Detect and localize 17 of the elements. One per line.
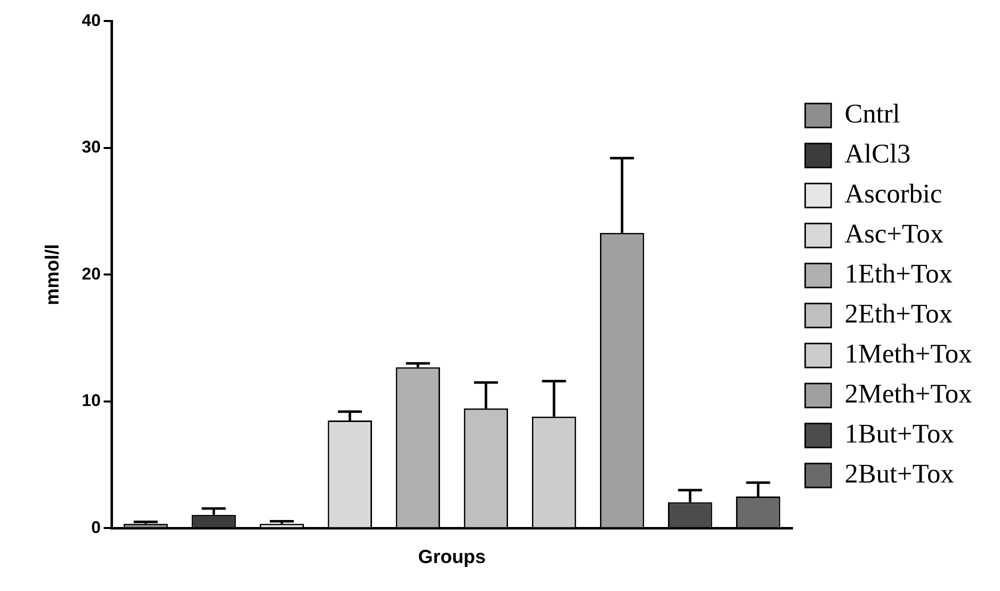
y-axis-title: mmol/l (42, 244, 64, 306)
legend-label: 2But+Tox (844, 458, 955, 489)
legend-label: Asc+Tox (844, 218, 944, 249)
legend-label: 1Meth+Tox (844, 338, 972, 369)
legend-label: 1But+Tox (844, 418, 955, 449)
y-tick-label: 30 (82, 138, 101, 157)
legend-label: 2Meth+Tox (844, 378, 972, 409)
y-tick-label: 0 (91, 518, 101, 537)
y-tick-label: 20 (82, 264, 101, 284)
legend-label: 2Eth+Tox (844, 298, 953, 329)
x-axis-title: Groups (418, 546, 486, 568)
y-tick-label: 10 (82, 391, 101, 410)
y-tick-label: 40 (82, 10, 101, 30)
legend-label: AlCl3 (844, 138, 911, 169)
legend-label: 1Eth+Tox (844, 258, 953, 289)
legend-label: Cntrl (844, 98, 900, 129)
legend-label: Ascorbic (844, 178, 942, 209)
